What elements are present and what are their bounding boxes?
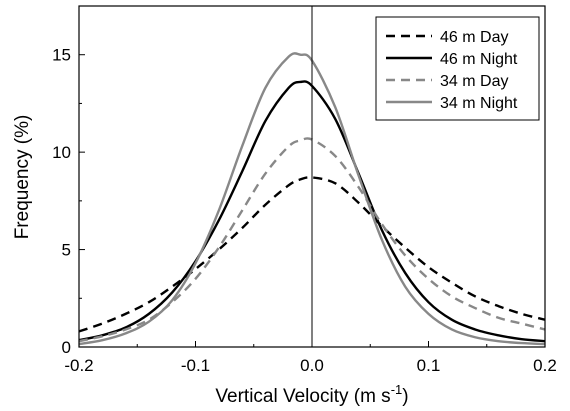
y-tick-label: 15: [52, 46, 71, 65]
x-tick-label: -0.1: [181, 356, 210, 375]
legend-item-34-m-day: 34 m Day: [386, 73, 508, 90]
x-tick-label: 0.0: [300, 356, 324, 375]
series-line-34-m-night: [79, 52, 545, 346]
series-lines: [79, 52, 545, 346]
y-tick-label: 0: [62, 338, 71, 357]
legend-label: 34 m Night: [440, 95, 518, 112]
series-line-34-m-day: [79, 137, 545, 343]
legend-label: 46 m Day: [440, 29, 508, 46]
x-tick-label: 0.2: [533, 356, 557, 375]
y-axis-title: Frequency (%): [12, 115, 33, 240]
y-axis-ticks: 0 5 10 15: [52, 5, 85, 357]
x-tick-label: -0.2: [64, 356, 93, 375]
legend: 46 m Day 46 m Night 34 m Day 34 m Night: [375, 16, 540, 121]
plot-area: [78, 5, 546, 348]
legend-item-46-m-night: 46 m Night: [386, 51, 518, 68]
x-axis-ticks: -0.2 -0.1 0.0 0.1 0.2: [64, 341, 557, 375]
legend-item-34-m-night: 34 m Night: [386, 95, 518, 112]
x-tick-label: 0.1: [417, 356, 441, 375]
x-axis-title: Vertical Velocity (m s-1): [215, 382, 408, 407]
y-tick-label: 10: [52, 143, 71, 162]
series-line-46-m-night: [79, 80, 545, 343]
legend-item-46-m-day: 46 m Day: [386, 29, 508, 46]
series-line-46-m-day: [79, 176, 545, 333]
legend-label: 34 m Day: [440, 73, 508, 90]
y-tick-label: 5: [62, 241, 71, 260]
legend-label: 46 m Night: [440, 51, 518, 68]
